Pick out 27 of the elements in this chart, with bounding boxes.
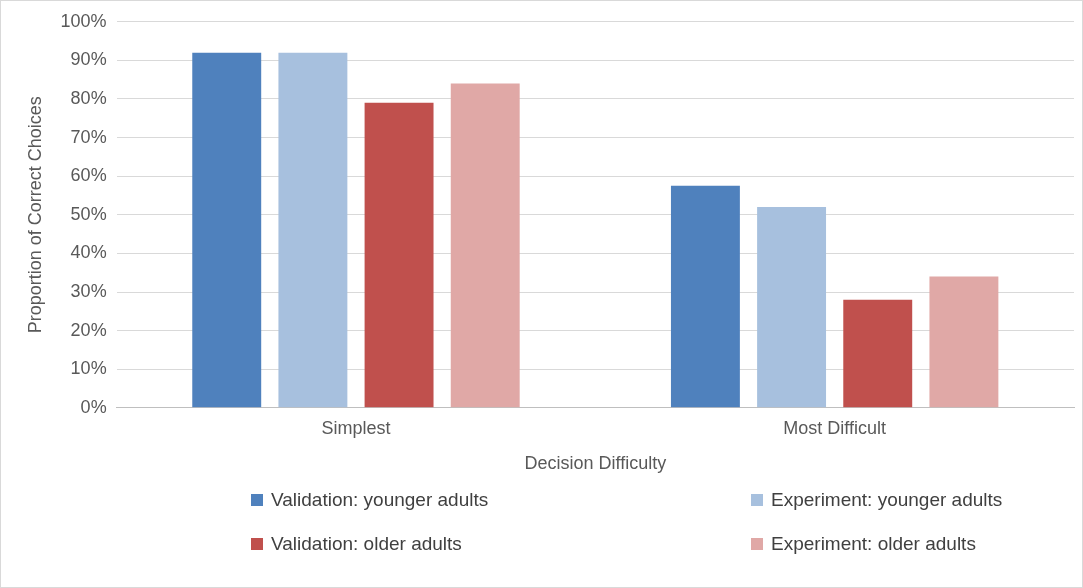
y-tick-label: 50% [70,203,107,224]
bar [450,83,520,408]
y-tick-label: 90% [70,49,107,70]
y-tick-label: 0% [80,396,107,417]
x-tick-label: Most Difficult [783,417,887,438]
bar [670,185,740,408]
bar [757,207,827,408]
y-tick-label: 20% [70,319,107,340]
y-tick-label: 70% [70,126,107,147]
y-tick-label: 30% [70,280,107,301]
legend-label: Experiment: older adults [771,533,976,555]
y-tick-label: 40% [70,242,107,263]
x-axis-title: Decision Difficulty [524,453,667,474]
bar [278,52,348,408]
bar [843,299,913,408]
y-axis-title: Proportion of Correct Choices [24,96,45,334]
legend-label: Experiment: younger adults [771,489,1003,511]
bar [364,102,434,408]
y-tick-label: 100% [60,10,107,31]
bar [192,52,262,408]
y-tick-label: 60% [70,165,107,186]
x-tick-label: Simplest [321,417,391,438]
y-tick-label: 80% [70,87,107,108]
y-tick-label: 10% [70,358,107,379]
legend-label: Validation: older adults [271,533,462,555]
legend-label: Validation: younger adults [271,489,489,511]
bar [929,276,999,408]
